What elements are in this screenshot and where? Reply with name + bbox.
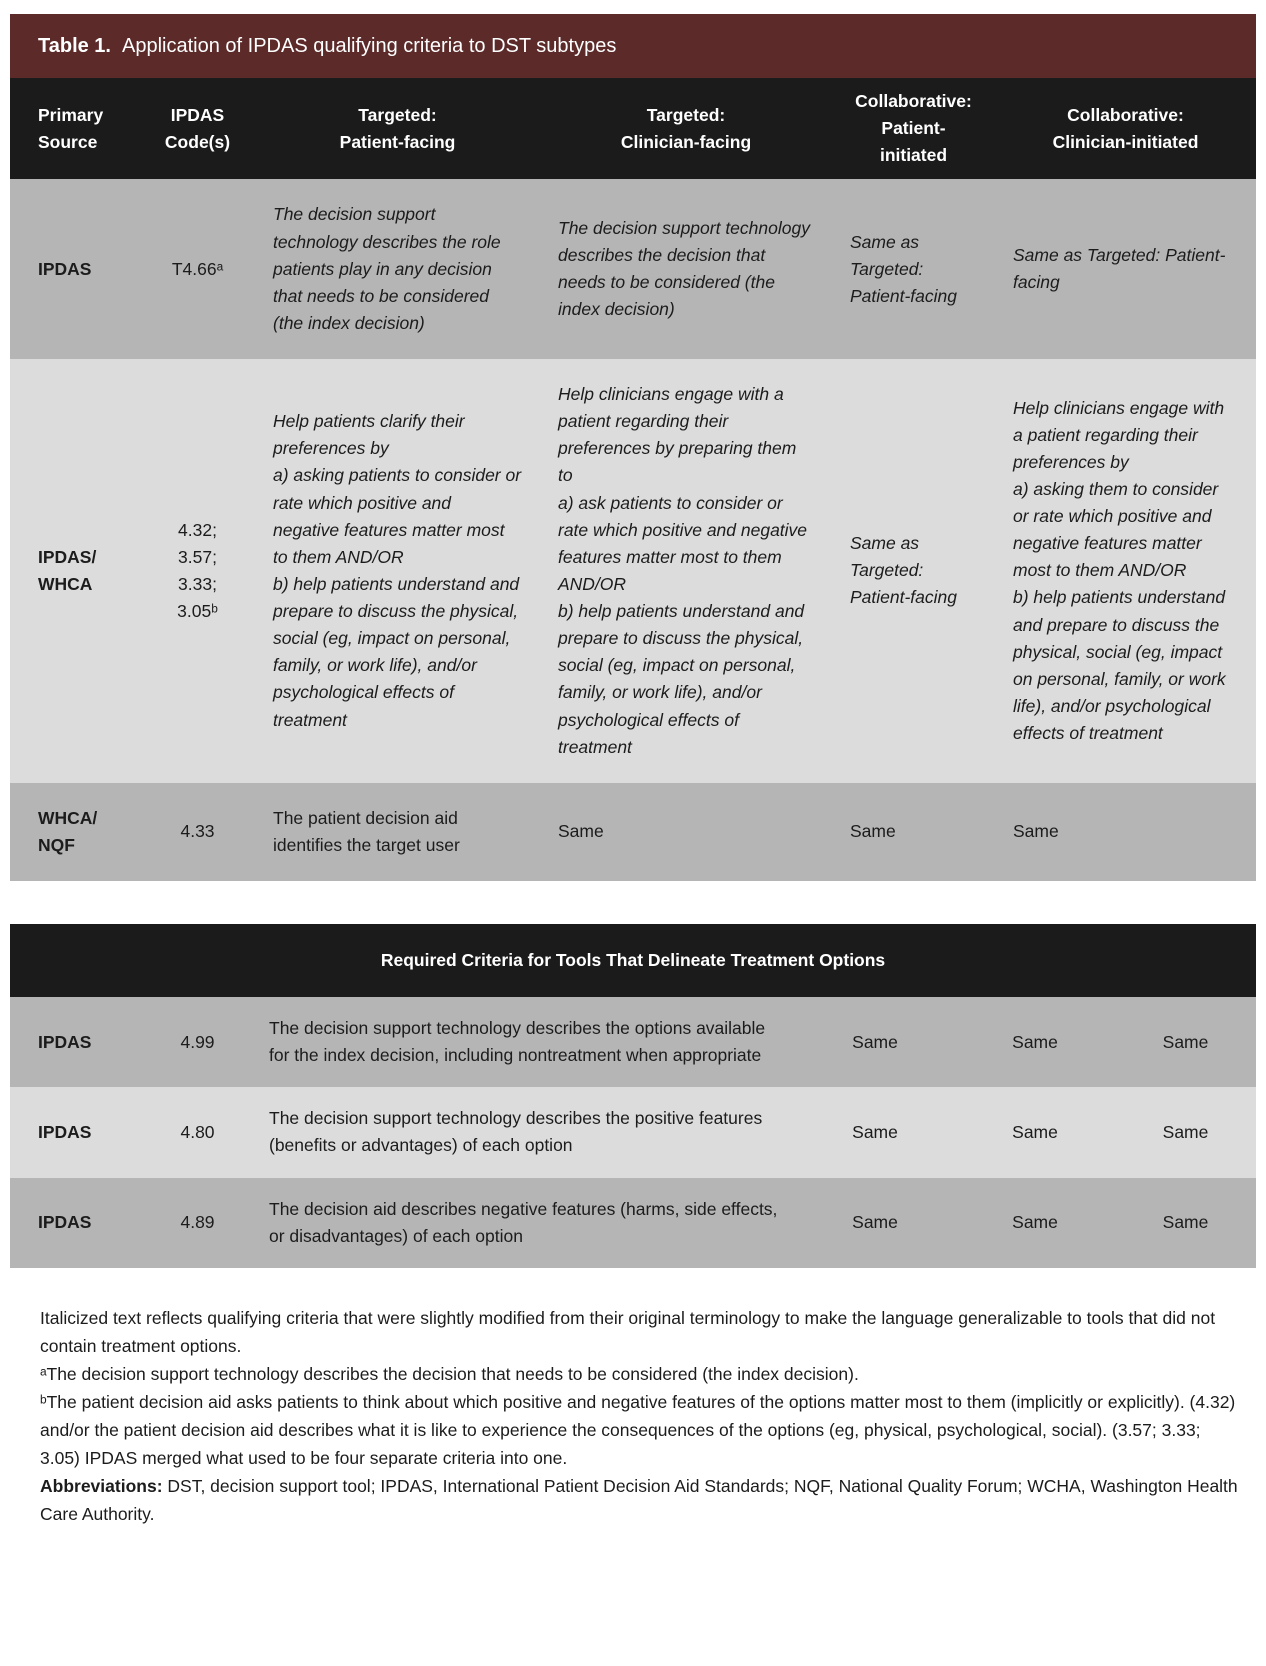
ipdas-criteria-table: Table 1. Application of IPDAS qualifying… xyxy=(10,14,1256,881)
criterion-description-cell: The decision support technology describe… xyxy=(269,1018,766,1066)
col-header-targeted-clinician-facing: Targeted: Clinician-facing xyxy=(620,104,752,152)
criterion-description-cell: The decision aid describes negative feat… xyxy=(269,1198,778,1246)
table-footnotes: Italicized text reflects qualifying crit… xyxy=(40,1304,1240,1528)
primary-source-cell: WHCA/ NQF xyxy=(38,807,98,855)
table-row-whca-nqf: WHCA/ NQF 4.33 The patient decision aid … xyxy=(10,782,1256,881)
table-title: Application of IPDAS qualifying criteria… xyxy=(122,34,617,57)
table-number-label: Table 1. xyxy=(38,34,111,57)
footnote-b: ᵇThe patient decision aid asks patients … xyxy=(40,1391,1236,1468)
table-row-ipdas-whca: IPDAS/ WHCA 4.32; 3.57; 3.33; 3.05ᵇ Help… xyxy=(10,359,1256,783)
required-criteria-header: Required Criteria for Tools That Delinea… xyxy=(10,924,1256,997)
collaborative-patient-initiated-cell: Same as Targeted: Patient-facing xyxy=(850,231,958,306)
col-header-collaborative-clinician-initiated: Collaborative: Clinician-initiated xyxy=(1052,104,1199,152)
targeted-clinician-facing-cell: Help clinicians engage with a patient re… xyxy=(558,384,808,757)
primary-source-cell: IPDAS xyxy=(38,258,92,279)
collaborative-clinician-initiated-cell: Same xyxy=(1162,1212,1209,1233)
collaborative-patient-initiated-cell: Same as Targeted: Patient-facing xyxy=(850,533,958,608)
collaborative-clinician-initiated-cell: Help clinicians engage with a patient re… xyxy=(1013,397,1226,744)
col-header-primary-source: Primary Source xyxy=(38,104,104,152)
targeted-patient-facing-cell: The decision support technology describe… xyxy=(273,204,501,333)
primary-source-cell: IPDAS/ WHCA xyxy=(38,546,97,594)
table-row-ipdas-t466: IPDAS T4.66ᵃ The decision support techno… xyxy=(10,179,1256,359)
criterion-description-cell: The decision support technology describe… xyxy=(269,1108,763,1156)
footnote-a: ᵃThe decision support technology describ… xyxy=(40,1363,859,1384)
ipdas-code-cell: 4.89 xyxy=(180,1212,215,1233)
collaborative-patient-initiated-cell: Same xyxy=(1012,1121,1058,1142)
collaborative-patient-initiated-cell: Same xyxy=(850,821,896,842)
collaborative-clinician-initiated-cell: Same xyxy=(1162,1121,1209,1142)
table-row-ipdas-489: IPDAS 4.89 The decision aid describes ne… xyxy=(10,1177,1256,1268)
col-header-ipdas-codes: IPDAS Code(s) xyxy=(164,104,231,152)
table-row-ipdas-499: IPDAS 4.99 The decision support technolo… xyxy=(10,997,1256,1088)
targeted-patient-facing-cell: The patient decision aid identifies the … xyxy=(273,807,460,855)
primary-source-cell: IPDAS xyxy=(38,1121,92,1142)
table-title-bar: Table 1. Application of IPDAS qualifying… xyxy=(10,14,1256,78)
col-header-collaborative-patient-initiated: Collaborative: Patient- initiated xyxy=(855,91,972,166)
targeted-clinician-facing-cell: Same xyxy=(852,1031,898,1052)
collaborative-patient-initiated-cell: Same xyxy=(1012,1212,1058,1233)
footnote-italicized-note: Italicized text reflects qualifying crit… xyxy=(40,1307,1216,1356)
abbreviations-label: Abbreviations: xyxy=(40,1475,163,1496)
collaborative-clinician-initiated-cell: Same xyxy=(1013,821,1059,842)
collaborative-clinician-initiated-cell: Same xyxy=(1162,1031,1209,1052)
collaborative-patient-initiated-cell: Same xyxy=(1012,1031,1058,1052)
required-criteria-table: Required Criteria for Tools That Delinea… xyxy=(10,924,1256,1268)
footnote-abbreviations: Abbreviations: DST, decision support too… xyxy=(40,1472,1240,1528)
primary-source-cell: IPDAS xyxy=(38,1031,92,1052)
abbreviations-text: DST, decision support tool; IPDAS, Inter… xyxy=(40,1475,1238,1524)
col-header-targeted-patient-facing: Targeted: Patient-facing xyxy=(339,104,456,152)
ipdas-code-cell: 4.32; 3.57; 3.33; 3.05ᵇ xyxy=(177,519,218,621)
ipdas-code-cell: 4.99 xyxy=(180,1031,215,1052)
ipdas-code-cell: T4.66ᵃ xyxy=(171,258,224,279)
table-row-ipdas-480: IPDAS 4.80 The decision support technolo… xyxy=(10,1087,1256,1178)
collaborative-clinician-initiated-cell: Same as Targeted: Patient-facing xyxy=(1013,245,1226,293)
ipdas-code-cell: 4.80 xyxy=(180,1121,215,1142)
targeted-clinician-facing-cell: Same xyxy=(852,1121,898,1142)
ipdas-code-cell: 4.33 xyxy=(180,821,215,842)
primary-source-cell: IPDAS xyxy=(38,1212,92,1233)
targeted-clinician-facing-cell: The decision support technology describe… xyxy=(558,217,810,320)
table-header-row: Primary Source IPDAS Code(s) Targeted: P… xyxy=(10,78,1256,180)
targeted-clinician-facing-cell: Same xyxy=(558,821,604,842)
targeted-patient-facing-cell: Help patients clarify their preferences … xyxy=(273,411,522,730)
targeted-clinician-facing-cell: Same xyxy=(852,1212,898,1233)
